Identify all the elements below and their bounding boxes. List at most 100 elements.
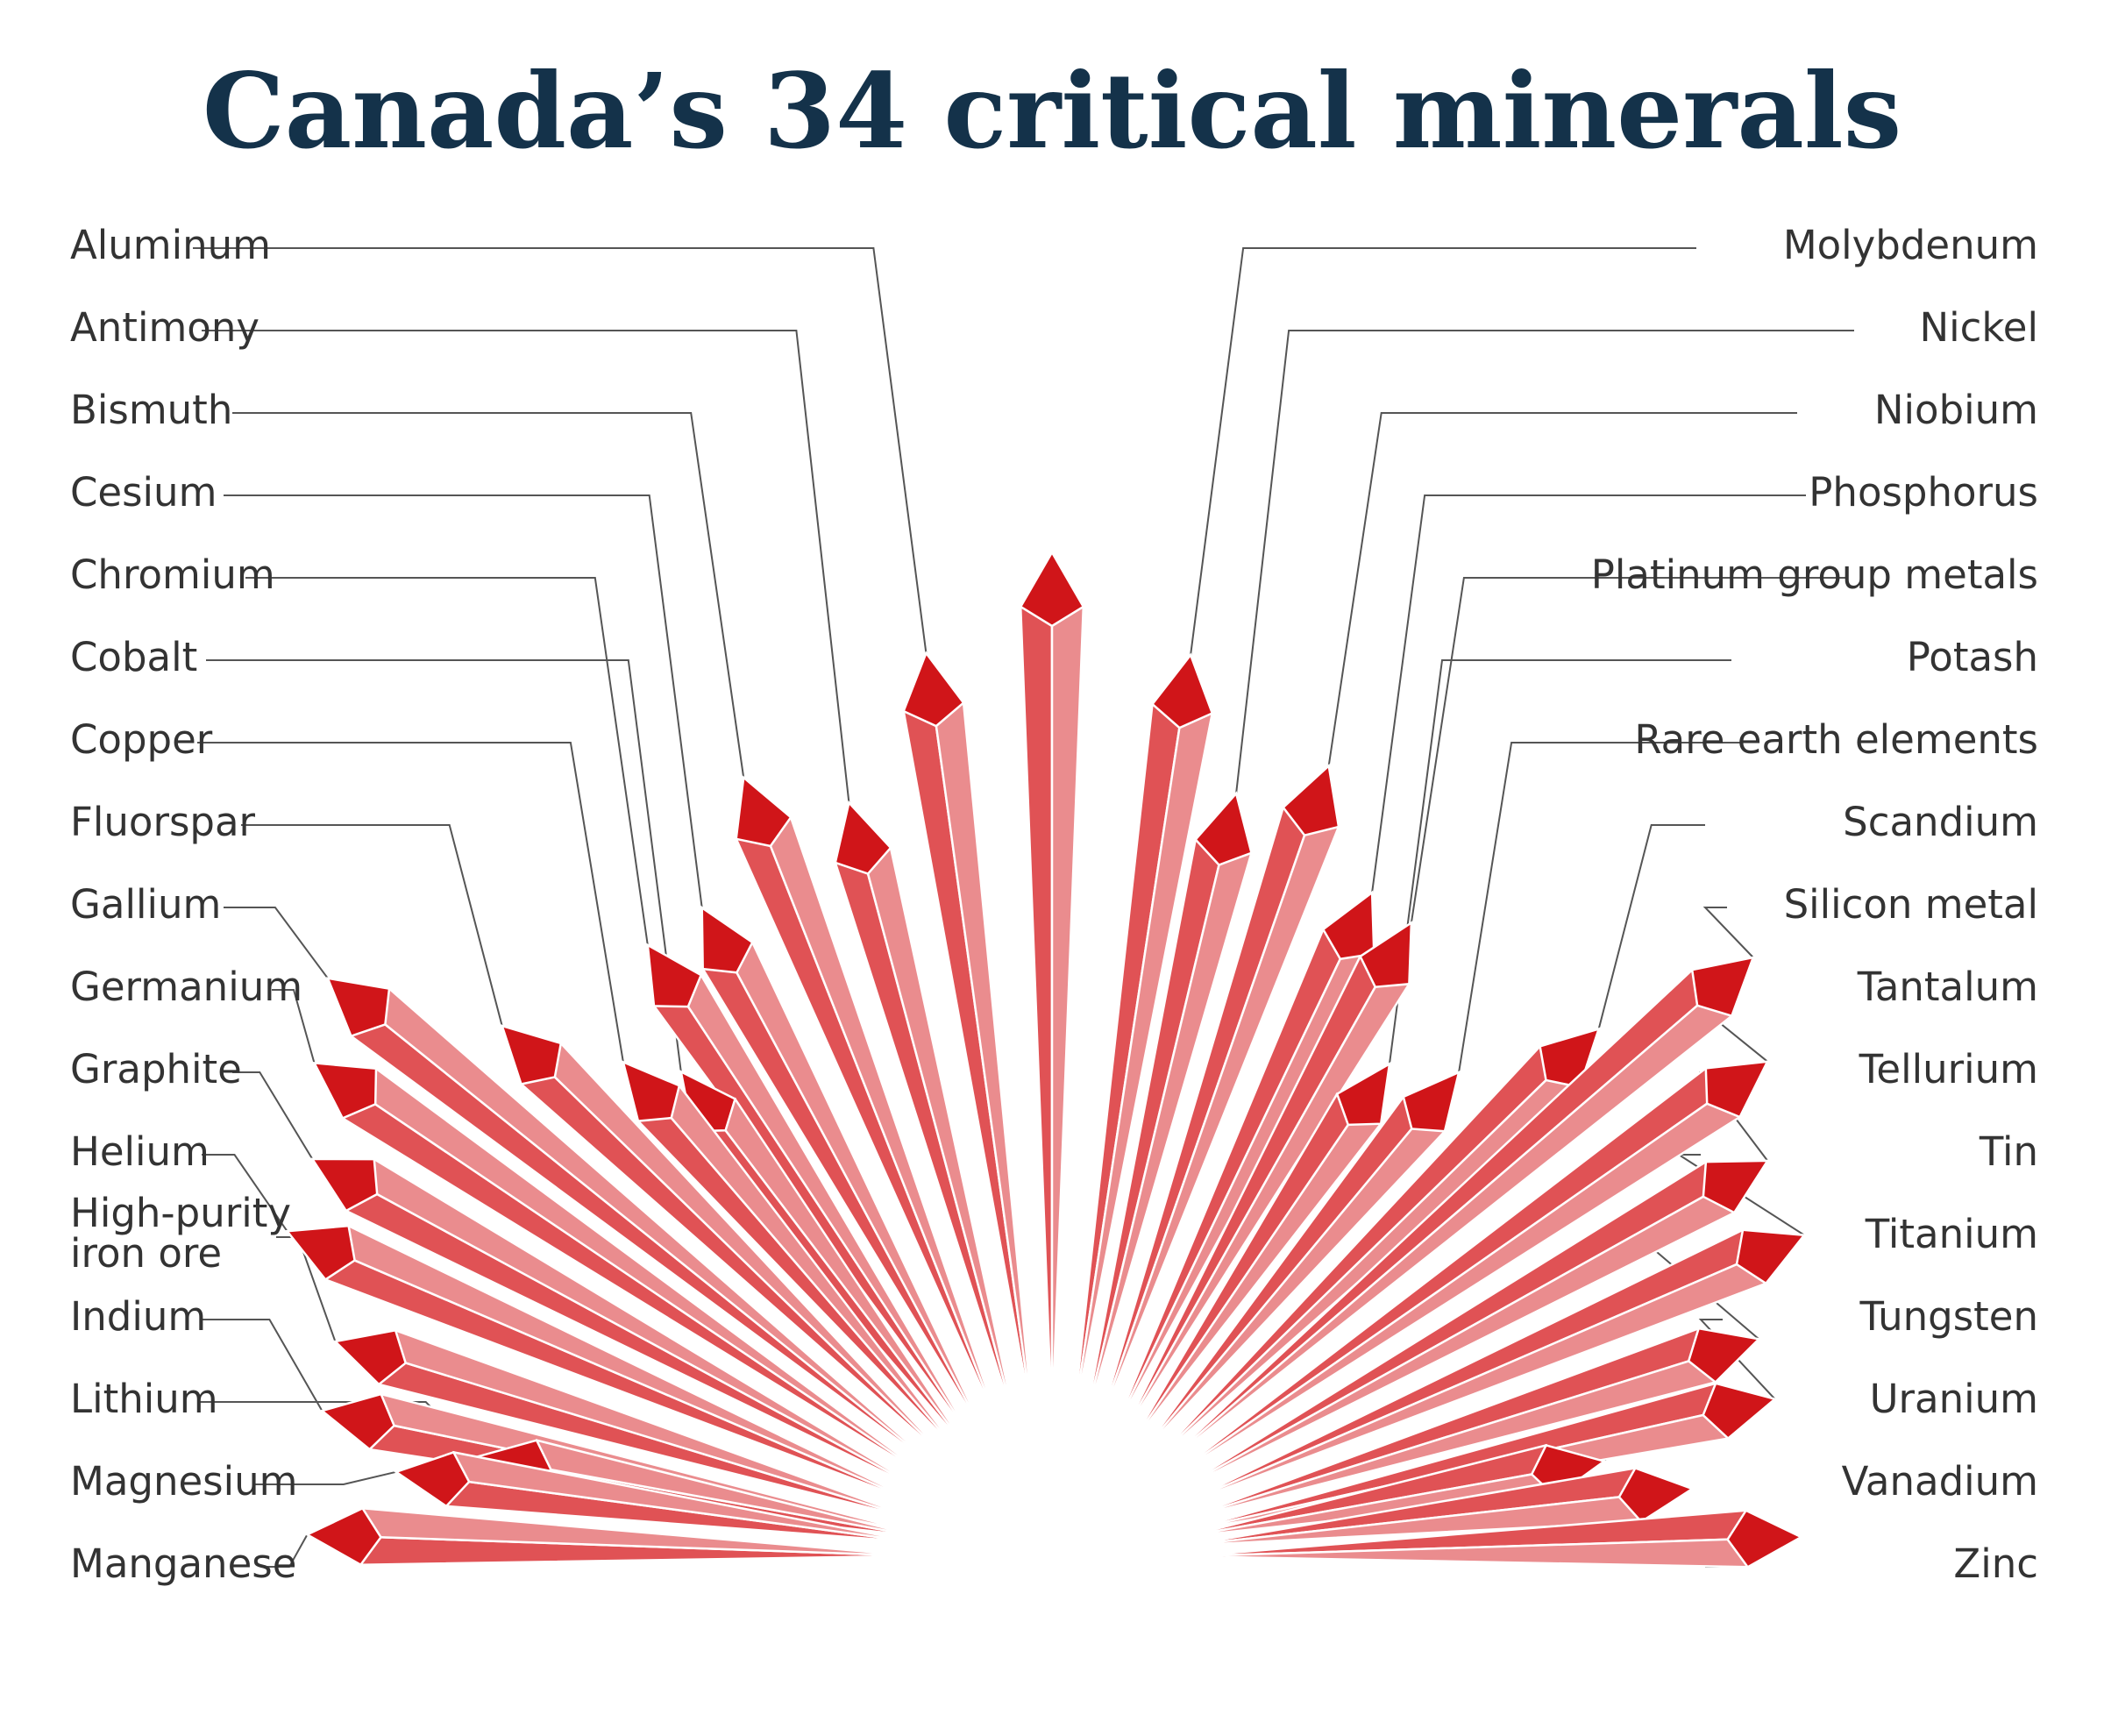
label-graphite: Graphite [70, 1046, 242, 1092]
crystal-tip [1335, 1062, 1391, 1127]
label-chromium: Chromium [70, 551, 275, 598]
crystal-tip [1735, 1228, 1807, 1285]
crystal-helium [285, 1224, 928, 1508]
mineral-labels: Aluminum Antimony Bismuth Cesium Chromium Cob… [70, 222, 2038, 1587]
leader-line-molybdenum [1190, 247, 1696, 656]
crystal-fan [285, 550, 1807, 1657]
label-molybdenum: Molybdenum [1783, 222, 2038, 268]
label-platinum-group-metals: Platinum group metals [1591, 551, 2038, 598]
label-magnesium: Magnesium [70, 1458, 297, 1505]
label-phosphorus: Phosphorus [1809, 469, 2038, 516]
leader-line-gallium [224, 907, 329, 979]
label-helium: Helium [70, 1128, 210, 1175]
crystal-tip [1704, 1060, 1770, 1119]
crystal-tip [1194, 791, 1253, 866]
label-titanium: Titanium [1865, 1211, 2038, 1257]
crystal-tip [622, 1060, 681, 1122]
crystal-germanium [312, 1061, 941, 1486]
crystal-graphite [309, 1157, 934, 1498]
leader-line-cobalt [206, 659, 682, 1072]
crystal-high-purity-iron-ore [332, 1328, 923, 1522]
leader-line-manganese [267, 1533, 309, 1568]
leader-line-copper [197, 742, 624, 1063]
crystal-scandium [1148, 1027, 1601, 1467]
label-potash: Potash [1907, 634, 2038, 680]
leader-line-bismuth [232, 412, 745, 778]
label-lithium: Lithium [70, 1376, 218, 1422]
label-cobalt: Cobalt [70, 634, 197, 680]
crystal-tip [319, 1392, 396, 1451]
label-manganese: Manganese [70, 1540, 296, 1587]
crystal-tip [1726, 1509, 1804, 1569]
crystal-tin [1176, 1228, 1807, 1508]
leader-line-scandium [1597, 824, 1705, 1029]
leader-line-germanium [272, 989, 316, 1064]
label-tungsten: Tungsten [1859, 1293, 2038, 1340]
crystal-niobium [1095, 763, 1340, 1434]
label-high-purity-iron-ore: High-purity iron ore [70, 1190, 291, 1277]
crystal-center [1019, 550, 1085, 1426]
crystal-copper [622, 1060, 964, 1459]
crystal-tip [1402, 1070, 1461, 1133]
crystal-tip [325, 977, 391, 1038]
crystal-bismuth [735, 775, 1004, 1435]
crystal-tip [285, 1224, 356, 1282]
crystal-titanium [1181, 1327, 1761, 1521]
crystal-tip [1690, 956, 1755, 1018]
crystal-tip [1282, 763, 1340, 837]
crystal-tip [332, 1328, 408, 1386]
label-niobium: Niobium [1874, 387, 2038, 433]
crystal-tip [500, 1024, 563, 1085]
leader-line-rare-earth-elements [1458, 742, 1740, 1073]
leader-line-magnesium [254, 1470, 397, 1485]
leader-line-aluminum [193, 247, 928, 654]
crystal-tip [312, 1061, 378, 1121]
crystal-tantalum [1162, 1060, 1770, 1484]
crystal-rare-earth-elements [1138, 1070, 1461, 1457]
leader-line-niobium [1327, 412, 1797, 766]
leader-line-nickel [1235, 330, 1854, 794]
label-bismuth: Bismuth [70, 387, 232, 433]
crystal-tip [735, 775, 793, 848]
crystal-tellurium [1169, 1159, 1770, 1496]
label-uranium: Uranium [1870, 1376, 2038, 1422]
crystal-tip [1019, 550, 1085, 628]
crystal-tip [1150, 652, 1214, 729]
page-title: Canada’s 34 critical minerals [203, 50, 1901, 172]
crystal-magnesium [394, 1450, 918, 1544]
crystal-tip [394, 1450, 471, 1508]
label-indium: Indium [70, 1293, 206, 1340]
label-copper: Copper [70, 716, 213, 763]
label-tantalum: Tantalum [1857, 964, 2038, 1010]
leader-line-graphite [232, 1071, 314, 1160]
leader-line-platinum-group-metals [1410, 577, 1845, 923]
label-tin: Tin [1979, 1128, 2038, 1175]
leader-line-helium [202, 1154, 288, 1232]
label-zinc: Zinc [1953, 1540, 2038, 1587]
label-aluminum: Aluminum [70, 222, 271, 268]
crystal-aluminum [902, 651, 1034, 1427]
leader-line-silicon-metal [1702, 907, 1754, 958]
crystal-face-shade [1019, 605, 1054, 1426]
leader-line-phosphorus [1371, 494, 1806, 893]
crystal-fluorspar [500, 1024, 956, 1467]
crystal-tip [309, 1157, 379, 1213]
crystal-tip [304, 1506, 383, 1567]
crystal-platinum-group-metals [1117, 921, 1413, 1443]
label-cesium: Cesium [70, 469, 217, 516]
crystal-nickel [1082, 791, 1254, 1429]
leader-line-antimony [202, 330, 850, 803]
crystal-tip [700, 905, 754, 974]
leader-line-chromium [245, 577, 649, 946]
label-nickel: Nickel [1919, 304, 2038, 351]
leader-line-tungsten [1698, 1319, 1776, 1400]
crystal-zinc [1187, 1509, 1804, 1569]
label-antimony: Antimony [70, 304, 259, 351]
crystal-antimony [834, 800, 1019, 1430]
crystal-cesium [700, 905, 989, 1442]
crystal-tip [902, 651, 965, 728]
label-gallium: Gallium [70, 881, 221, 928]
label-rare-earth-elements: Rare earth elements [1634, 716, 2038, 763]
crystal-vanadium [1186, 1466, 1695, 1547]
